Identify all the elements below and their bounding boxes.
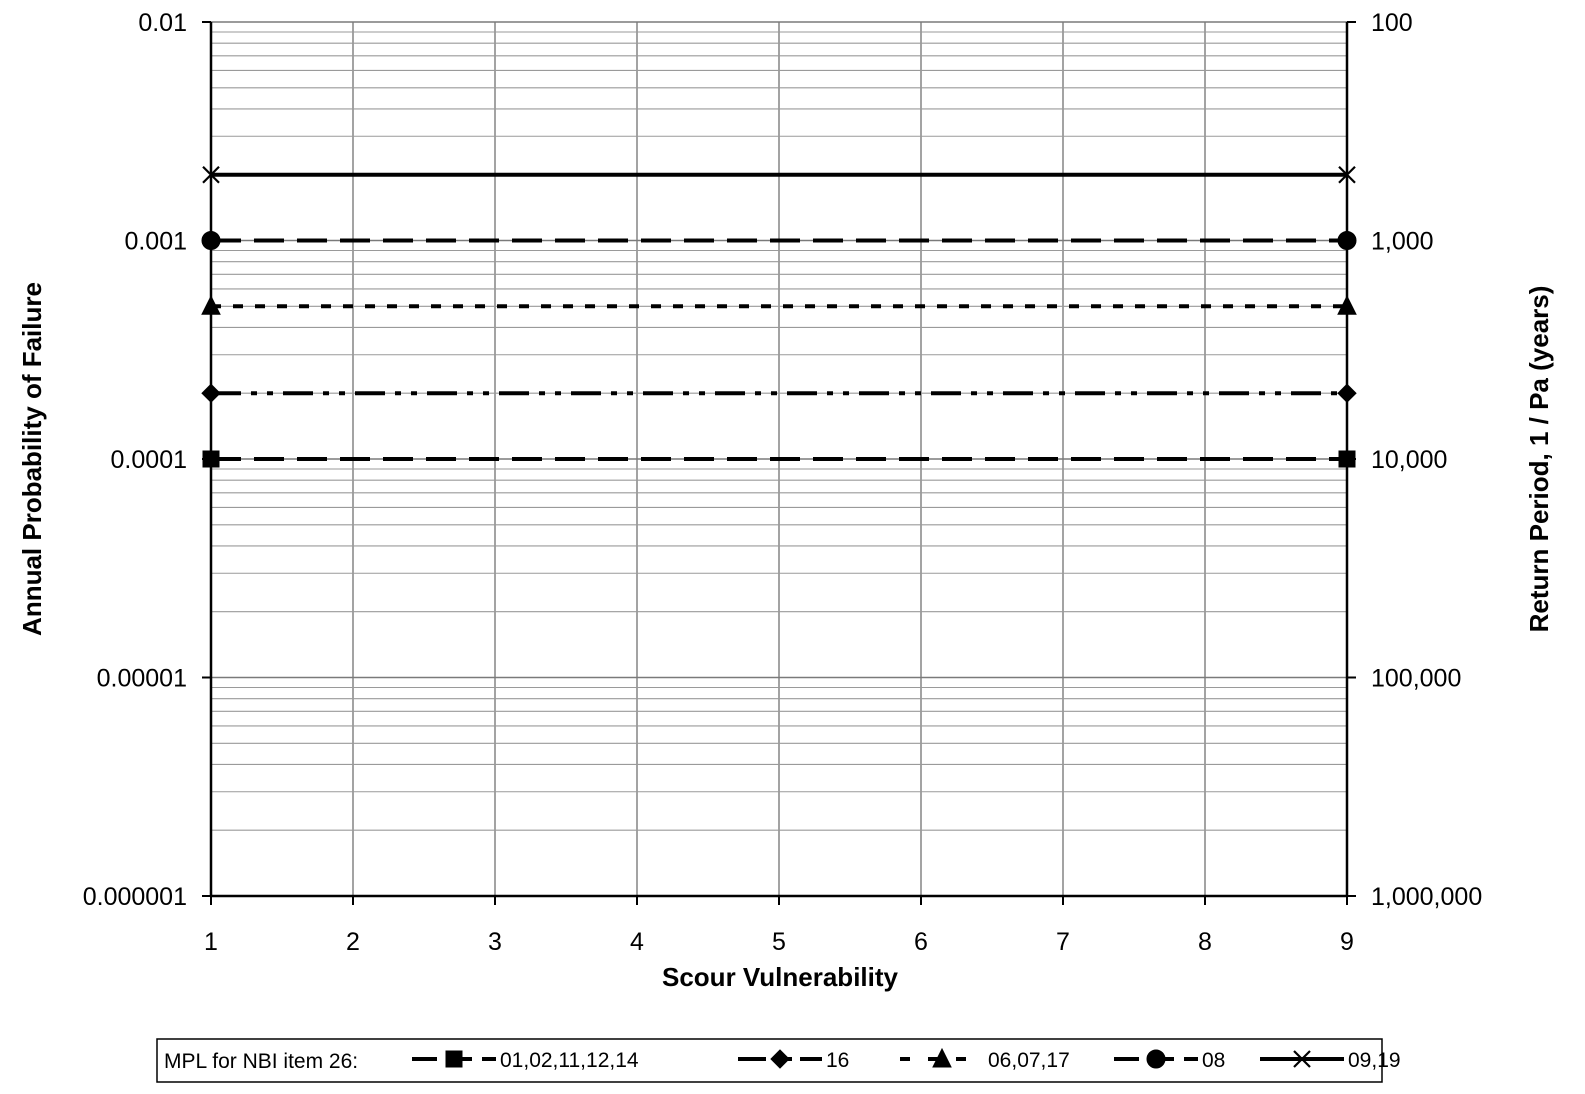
- legend-marker-2: [932, 1047, 952, 1068]
- y-axis-right-title: Return Period, 1 / Pa (years): [1524, 286, 1554, 633]
- x-tick-label: 7: [1056, 928, 1070, 956]
- series-point-3: [201, 231, 221, 250]
- legend-marker-0: [445, 1050, 463, 1068]
- y-left-tick-label: 0.001: [124, 228, 187, 256]
- x-tick-label: 5: [772, 928, 786, 956]
- series-point-4: [202, 165, 220, 184]
- y-right-tick-label: 1,000,000: [1371, 883, 1482, 911]
- legend-label-3: 08: [1202, 1049, 1225, 1072]
- x-tick-label: 3: [488, 928, 502, 956]
- series-group: [201, 165, 1357, 468]
- legend-label-4: 09,19: [1348, 1049, 1401, 1072]
- x-tick-label: 9: [1340, 928, 1354, 956]
- series-point-0: [202, 450, 220, 468]
- legend-marker-1: [770, 1049, 790, 1069]
- y-left-tick-label: 0.000001: [83, 883, 187, 911]
- series-point-3: [1337, 231, 1357, 250]
- x-tick-label: 8: [1198, 928, 1212, 956]
- legend-prefix: MPL for NBI item 26:: [164, 1050, 358, 1073]
- x-tick-label: 1: [204, 928, 218, 956]
- legend-marker-4: [1293, 1050, 1311, 1068]
- legend-marker-3: [1146, 1049, 1166, 1069]
- legend-label-1: 16: [826, 1049, 849, 1072]
- y-right-tick-label: 1,000: [1371, 228, 1434, 256]
- y-axis-left-title: Annual Probability of Failure: [17, 282, 47, 636]
- y-left-tick-label: 0.01: [138, 9, 187, 37]
- y-right-tick-label: 100,000: [1371, 665, 1461, 693]
- legend-label-2: 06,07,17: [988, 1049, 1070, 1072]
- y-left-tick-label: 0.00001: [97, 665, 187, 693]
- labels: 0.01 0.001 0.0001 0.00001 0.000001 100 1,000 10…: [83, 9, 1483, 956]
- legend-box: [156, 1038, 1383, 1083]
- y-right-tick-label: 100: [1371, 9, 1413, 37]
- series-point-1: [201, 383, 221, 403]
- series-point-1: [1337, 383, 1357, 403]
- series-point-2: [1337, 295, 1357, 315]
- x-tick-label: 4: [630, 928, 644, 956]
- series-point-2: [201, 295, 221, 315]
- y-right-tick-label: 10,000: [1371, 446, 1447, 474]
- x-tick-label: 6: [914, 928, 928, 956]
- x-tick-label: 2: [346, 928, 360, 956]
- y-left-tick-label: 0.0001: [111, 446, 187, 474]
- series-point-0: [1338, 450, 1356, 468]
- x-axis-title: Scour Vulnerability: [662, 962, 899, 992]
- series-point-4: [1338, 165, 1356, 184]
- legend: MPL for NBI item 26: 01,02,11,12,14 16 06,…: [156, 1038, 1401, 1083]
- legend-label-0: 01,02,11,12,14: [500, 1049, 639, 1072]
